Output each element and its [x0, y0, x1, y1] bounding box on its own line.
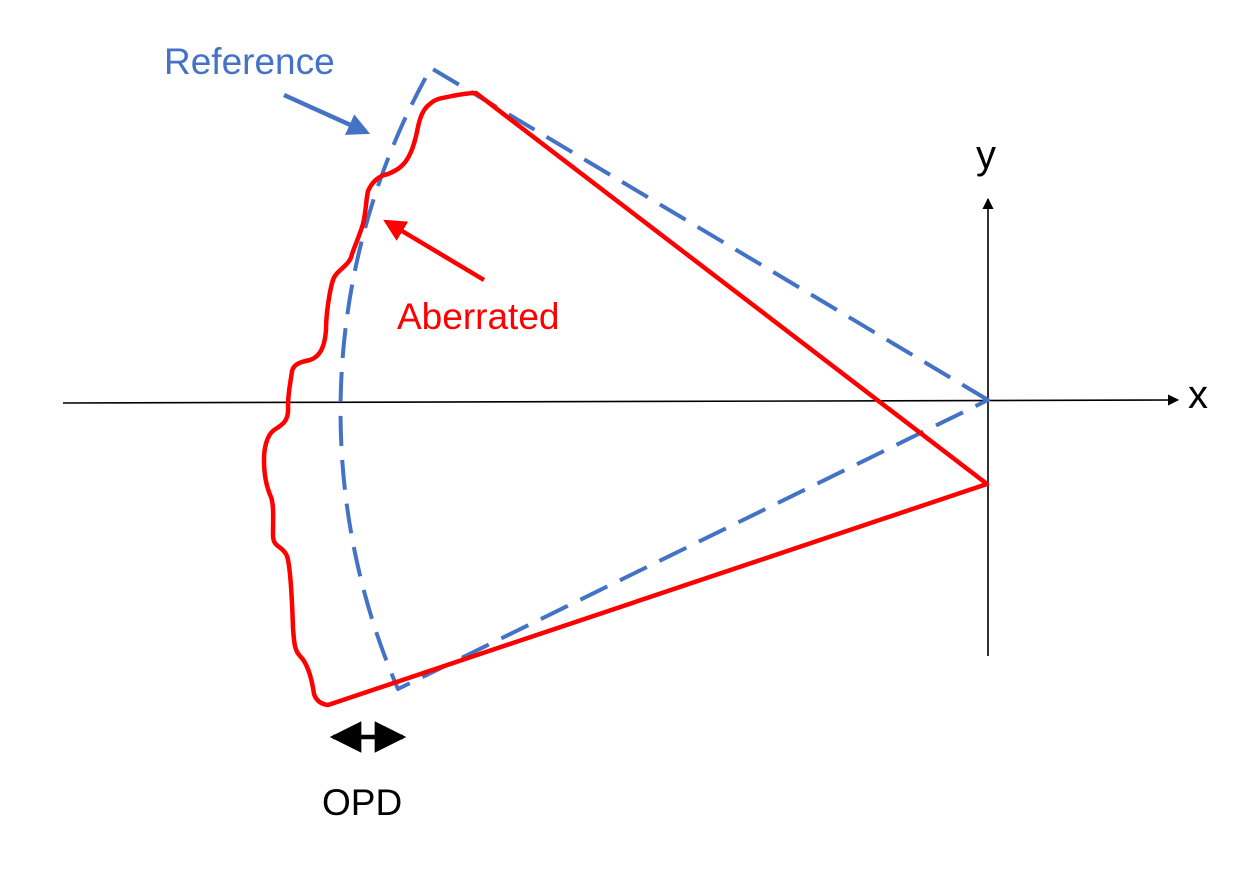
aberrated-label: Aberrated — [397, 296, 560, 337]
opd-label: OPD — [322, 782, 402, 823]
reference-wavefront — [338, 66, 990, 691]
aberrated-wavefront — [261, 90, 990, 708]
y-axis-label: y — [976, 133, 996, 177]
aberrated-callout-arrow — [383, 219, 486, 282]
reference-label: Reference — [164, 41, 335, 82]
x-axis-label: x — [1188, 373, 1208, 417]
x-axis — [62, 394, 1180, 406]
reference-callout-arrow — [283, 92, 371, 135]
